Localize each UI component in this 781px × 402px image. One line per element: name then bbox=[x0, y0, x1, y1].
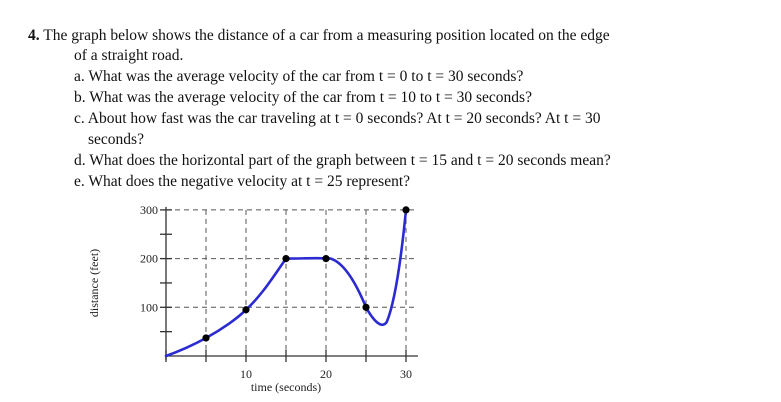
question-text: What does the negative velocity at t = 2… bbox=[88, 173, 411, 190]
svg-text:10: 10 bbox=[240, 367, 252, 381]
problem-intro-line2: of a straight road. bbox=[74, 47, 184, 64]
data-point bbox=[202, 334, 210, 342]
svg-text:30: 30 bbox=[400, 367, 412, 381]
y-axis-label: distance (feet) bbox=[87, 249, 101, 317]
question-text: What does the horizontal part of the gra… bbox=[89, 152, 611, 169]
data-points bbox=[202, 206, 410, 342]
question-c-continuation: seconds? bbox=[88, 131, 144, 148]
chart-tick-labels: 10 20 30 100 200 300 bbox=[140, 203, 412, 381]
question-label: e. bbox=[74, 173, 85, 190]
question-e: e. What does the negative velocity at t … bbox=[74, 173, 410, 191]
svg-text:300: 300 bbox=[140, 203, 158, 217]
problem-number: 4. bbox=[28, 27, 40, 44]
question-text: What was the average velocity of the car… bbox=[88, 68, 524, 85]
question-b: b. What was the average velocity of the … bbox=[74, 89, 532, 107]
question-text: What was the average velocity of the car… bbox=[89, 89, 532, 106]
problem-intro-line1: 4. The graph below shows the distance of… bbox=[28, 27, 610, 45]
svg-text:200: 200 bbox=[140, 252, 158, 266]
question-label: d. bbox=[74, 152, 86, 169]
question-a: a. What was the average velocity of the … bbox=[74, 68, 523, 86]
chart-grid bbox=[166, 209, 414, 356]
question-label: c. bbox=[74, 110, 85, 127]
data-point bbox=[362, 303, 370, 311]
data-point bbox=[402, 206, 410, 214]
chart-ticks bbox=[160, 209, 407, 362]
question-text: About how fast was the car traveling at … bbox=[87, 110, 601, 127]
data-point bbox=[282, 255, 290, 263]
data-point bbox=[322, 255, 330, 263]
question-label: a. bbox=[74, 68, 85, 85]
question-label: b. bbox=[74, 89, 86, 106]
svg-text:20: 20 bbox=[320, 367, 332, 381]
x-axis-label: time (seconds) bbox=[251, 380, 321, 394]
question-d: d. What does the horizontal part of the … bbox=[74, 152, 611, 170]
intro-text: The graph below shows the distance of a … bbox=[43, 27, 610, 44]
distance-curve bbox=[164, 208, 408, 358]
svg-text:100: 100 bbox=[140, 300, 158, 314]
question-c: c. About how fast was the car traveling … bbox=[74, 110, 600, 128]
data-point bbox=[242, 306, 250, 314]
